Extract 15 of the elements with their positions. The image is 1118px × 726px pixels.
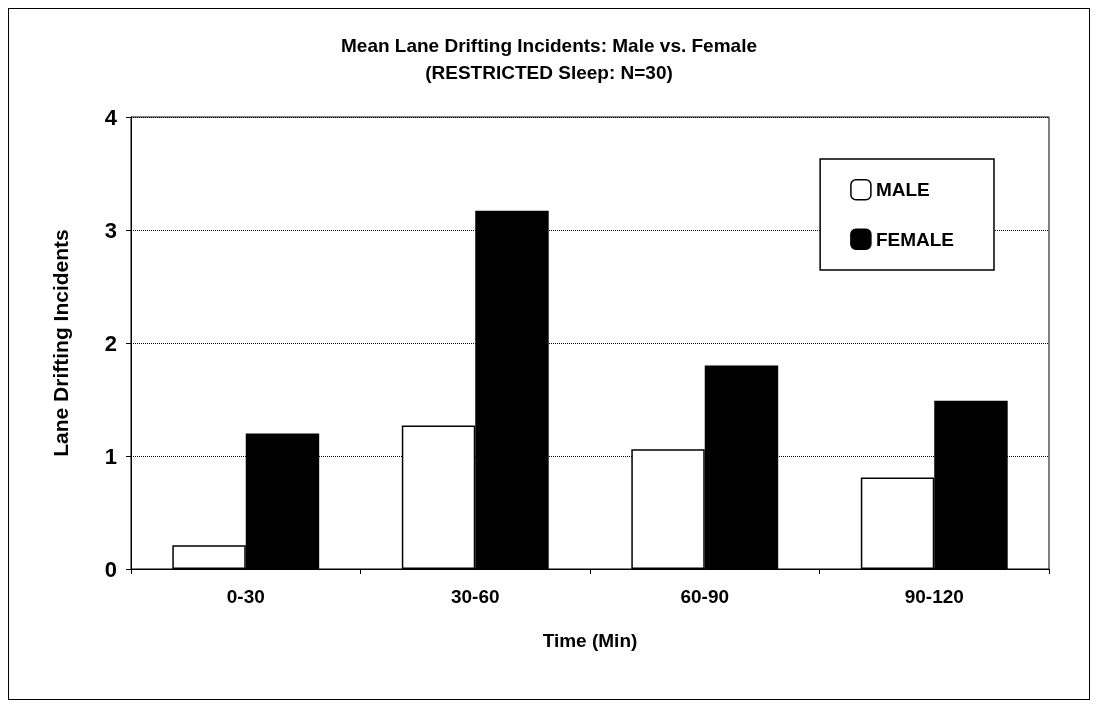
y-tick-label: 0 bbox=[104, 556, 117, 582]
legend-label: FEMALE bbox=[875, 228, 954, 250]
y-tick-label: 1 bbox=[104, 443, 117, 469]
y-tick-label: 2 bbox=[104, 330, 117, 356]
y-axis-title: Lane Drifting Incidents bbox=[49, 229, 72, 457]
y-tick-label: 4 bbox=[104, 104, 118, 130]
chart-title: Mean Lane Drifting Incidents: Male vs. Female bbox=[341, 35, 757, 56]
x-tick-label: 0-30 bbox=[226, 586, 265, 607]
x-tick-label: 30-60 bbox=[450, 586, 500, 607]
chart-subtitle: (RESTRICTED Sleep: N=30) bbox=[425, 62, 673, 83]
x-tick-label: 60-90 bbox=[680, 586, 730, 607]
legend-label: MALE bbox=[875, 179, 930, 201]
y-tick-label: 3 bbox=[104, 217, 117, 243]
x-tick-label: 90-120 bbox=[904, 586, 964, 607]
x-axis-title: Time (Min) bbox=[542, 630, 638, 651]
